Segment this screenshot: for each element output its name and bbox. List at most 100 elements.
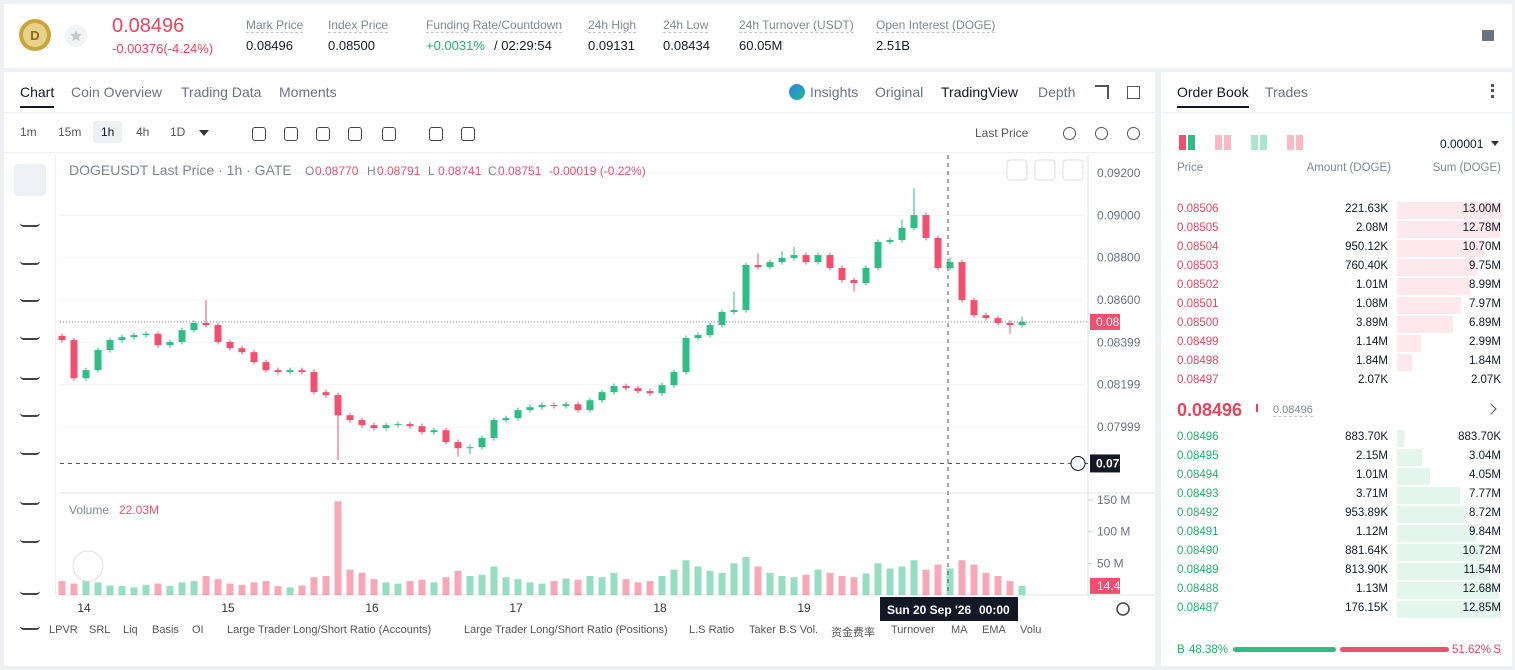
chart-tab[interactable]: Chart — [20, 84, 55, 108]
interval[interactable]: 15m — [58, 125, 82, 139]
chart-tab[interactable]: Trading Data — [181, 84, 262, 100]
ob-price[interactable]: 0.08490 — [1177, 545, 1219, 557]
view-tab[interactable]: Original — [875, 84, 924, 100]
indicator-tab[interactable]: SRL — [89, 624, 111, 636]
draw-tool[interactable] — [20, 320, 40, 340]
volume-bar — [658, 576, 666, 595]
ob-price[interactable]: 0.08497 — [1177, 374, 1219, 386]
ob-price[interactable]: 0.08487 — [1177, 602, 1219, 614]
ob-layout-icon[interactable] — [1179, 135, 1186, 150]
ob-layout-icon[interactable] — [1260, 135, 1267, 150]
ob-price[interactable]: 0.08503 — [1177, 260, 1219, 272]
ob-price[interactable]: 0.08488 — [1177, 583, 1219, 595]
ob-price[interactable]: 0.08495 — [1177, 450, 1219, 462]
draw-tool[interactable] — [20, 610, 40, 630]
ob-price[interactable]: 0.08492 — [1177, 507, 1219, 519]
volume-bar — [802, 574, 810, 595]
draw-tool[interactable] — [20, 435, 40, 455]
ob-price[interactable]: 0.08502 — [1177, 279, 1219, 291]
ob-price[interactable]: 0.08496 — [1177, 431, 1219, 443]
ob-price[interactable]: 0.08493 — [1177, 488, 1219, 500]
ob-layout-icon[interactable] — [1296, 135, 1303, 150]
ob-layout-icon[interactable] — [1215, 135, 1222, 150]
toolbar-icon[interactable] — [348, 127, 362, 141]
candle-body — [118, 337, 126, 341]
favorite-star[interactable] — [64, 24, 88, 48]
depth-bar — [1397, 582, 1500, 599]
indicator-tab[interactable]: Large Trader Long/Short Ratio (Accounts) — [227, 624, 432, 636]
price-type[interactable]: Last Price — [975, 126, 1029, 140]
book-icon[interactable] — [1480, 28, 1496, 44]
draw-tool[interactable] — [20, 360, 40, 380]
ob-price[interactable]: 0.08501 — [1177, 298, 1219, 310]
interval[interactable]: 1m — [20, 125, 37, 139]
ob-tab[interactable]: Order Book — [1177, 84, 1249, 108]
ob-price[interactable]: 0.08498 — [1177, 355, 1219, 367]
toolbar-icon[interactable] — [252, 127, 266, 141]
ob-amount: 760.40K — [1345, 260, 1388, 272]
volume-bar — [742, 557, 750, 595]
ob-price[interactable]: 0.08505 — [1177, 222, 1219, 234]
interval[interactable]: 4h — [136, 125, 150, 139]
ob-price[interactable]: 0.08504 — [1177, 241, 1219, 253]
chart-tab[interactable]: Coin Overview — [71, 84, 163, 100]
indicator-tab[interactable]: OI — [192, 624, 204, 636]
indicator-tab[interactable]: 资金费率 — [831, 627, 875, 639]
draw-tool[interactable] — [20, 245, 40, 265]
chart-tab[interactable]: Moments — [279, 84, 337, 100]
ob-menu[interactable] — [1491, 84, 1497, 98]
interval[interactable]: 1D — [170, 125, 186, 139]
expand-icon[interactable] — [1095, 85, 1109, 99]
indicator-tab[interactable]: Large Trader Long/Short Ratio (Positions… — [464, 624, 668, 636]
toolbar-icon[interactable] — [382, 127, 396, 141]
indicator-tab[interactable]: Turnover — [891, 624, 935, 636]
dropdown-caret[interactable] — [199, 130, 209, 141]
ob-price[interactable]: 0.08506 — [1177, 203, 1219, 215]
candle-body — [934, 237, 942, 268]
indicator-tab[interactable]: Taker B.S Vol. — [749, 624, 819, 636]
toolbar-icon[interactable] — [429, 127, 443, 141]
ob-price[interactable]: 0.08500 — [1177, 317, 1219, 329]
ob-price[interactable]: 0.08489 — [1177, 564, 1219, 576]
toolbar-icon[interactable] — [284, 127, 298, 141]
tool-icon[interactable] — [1063, 127, 1076, 140]
draw-tool[interactable] — [20, 523, 40, 543]
draw-tool[interactable] — [20, 207, 40, 227]
draw-tool[interactable] — [20, 282, 40, 302]
indicator-tab[interactable]: Volu — [1020, 624, 1042, 636]
indicator-tab[interactable]: Basis — [152, 624, 179, 636]
view-tab[interactable]: Depth — [1038, 84, 1076, 100]
ob-layout-icon[interactable] — [1188, 135, 1195, 150]
draw-tool[interactable] — [20, 575, 40, 595]
draw-tool[interactable] — [14, 164, 46, 196]
volume-bar — [430, 582, 438, 595]
ob-price[interactable]: 0.08491 — [1177, 526, 1219, 538]
tool-icon[interactable] — [1127, 127, 1140, 140]
window-icon[interactable] — [1127, 86, 1140, 99]
indicator-tab[interactable]: MA — [951, 624, 968, 636]
view-tab[interactable]: Insights — [810, 84, 859, 100]
indicator-tab[interactable]: EMA — [982, 624, 1006, 636]
view-tab[interactable]: TradingView — [941, 84, 1019, 100]
ob-layout-icon[interactable] — [1251, 135, 1258, 150]
ob-precision[interactable]: 0.00001 — [1440, 137, 1484, 151]
interval[interactable]: 1h — [93, 121, 123, 143]
indicator-tab[interactable]: LPVR — [49, 624, 78, 636]
ob-price[interactable]: 0.08494 — [1177, 469, 1219, 481]
draw-tool[interactable] — [20, 397, 40, 417]
indicator-tab[interactable]: L.S Ratio — [689, 624, 735, 636]
ob-layout-icon[interactable] — [1224, 135, 1231, 150]
ob-precision-caret[interactable] — [1491, 141, 1499, 150]
tool-icon[interactable] — [1095, 127, 1108, 140]
ob-sum: 883.70K — [1458, 431, 1501, 443]
ob-price[interactable]: 0.08499 — [1177, 336, 1219, 348]
ob-tab[interactable]: Trades — [1265, 84, 1309, 100]
depth-bar — [1397, 468, 1430, 485]
toolbar-icon[interactable] — [316, 127, 330, 141]
ob-layout-icon[interactable] — [1287, 135, 1294, 150]
indicator-tab[interactable]: Liq — [123, 624, 138, 636]
toolbar-icon[interactable] — [461, 127, 475, 141]
draw-tool[interactable] — [20, 485, 40, 505]
volume-bar — [406, 581, 414, 595]
